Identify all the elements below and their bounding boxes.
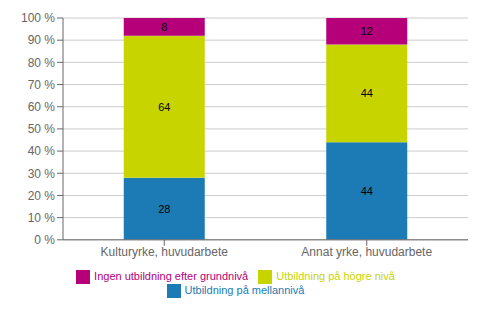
svg-text:70 %: 70 % (28, 78, 56, 92)
svg-text:64: 64 (158, 101, 170, 113)
svg-text:80 %: 80 % (28, 56, 56, 70)
svg-text:40 %: 40 % (28, 144, 56, 158)
svg-text:Kulturyrke, huvudarbete: Kulturyrke, huvudarbete (101, 245, 229, 259)
svg-text:50 %: 50 % (28, 122, 56, 136)
svg-text:20 %: 20 % (28, 189, 56, 203)
svg-text:Annat yrke, huvudarbete: Annat yrke, huvudarbete (301, 245, 432, 259)
svg-text:100 %: 100 % (21, 11, 55, 25)
html-text:Utbildning på mellannivå: Utbildning på mellannivå (184, 283, 305, 296)
svg-text:8: 8 (161, 21, 167, 33)
svg-text:28: 28 (158, 203, 170, 215)
svg-text:10 %: 10 % (28, 211, 56, 225)
svg-text:30 %: 30 % (28, 167, 56, 181)
html-text:Ingen utbildning efter grundni: Ingen utbildning efter grundnivå (94, 269, 249, 282)
svg-text:44: 44 (361, 185, 373, 197)
html-text:Utbildning på högre nivå: Utbildning på högre nivå (276, 269, 395, 282)
svg-text:90 %: 90 % (28, 33, 56, 47)
svg-text:0 %: 0 % (34, 233, 55, 247)
svg-text:60 %: 60 % (28, 100, 56, 114)
svg-text:44: 44 (361, 87, 373, 99)
svg-text:12: 12 (361, 25, 373, 37)
